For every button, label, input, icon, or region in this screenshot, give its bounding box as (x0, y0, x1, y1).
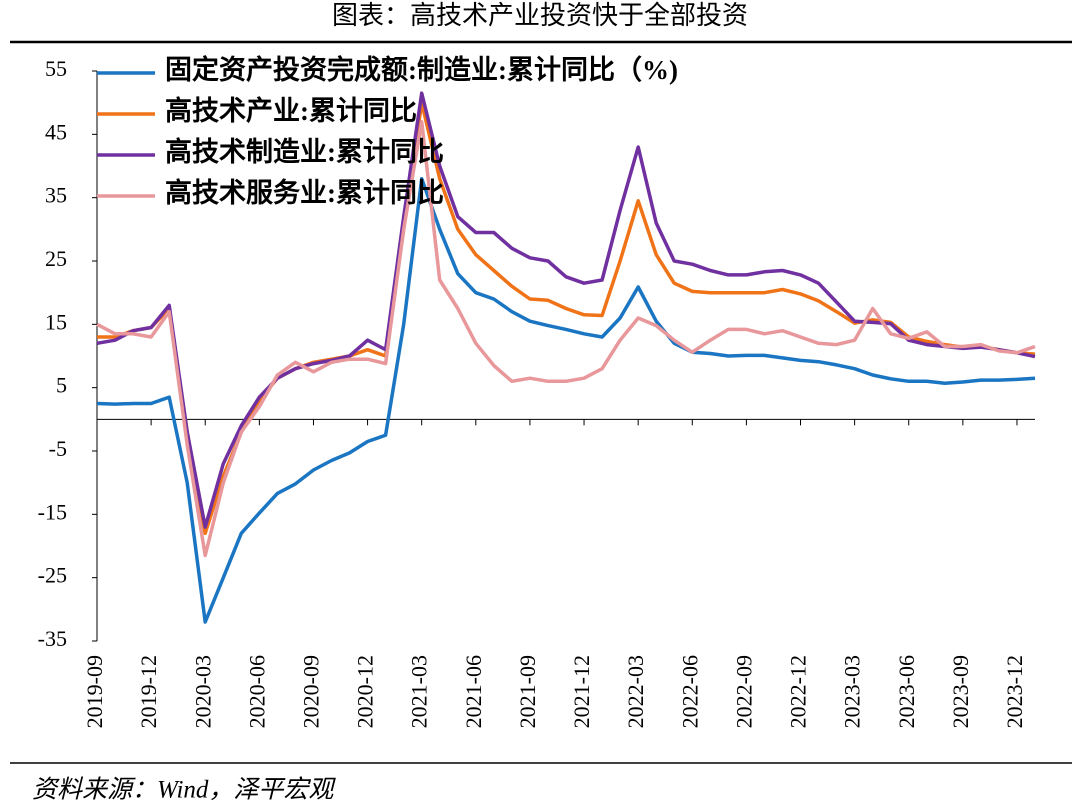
legend-label: 高技术制造业:累计同比 (165, 136, 444, 167)
x-tick-label: 2023-12 (1002, 655, 1027, 728)
x-tick-label: 2021-06 (461, 655, 486, 728)
x-tick-label: 2022-12 (786, 655, 811, 728)
y-tick-label: 25 (45, 246, 67, 271)
y-tick-label: -35 (38, 626, 67, 651)
x-tick-label: 2023-09 (948, 655, 973, 728)
x-tick-label: 2021-03 (407, 655, 432, 728)
y-tick-label: 5 (56, 373, 67, 398)
legend-label: 固定资产投资完成额:制造业:累计同比（%) (165, 54, 678, 85)
source: 资料来源：Wind，泽平宏观 (32, 776, 336, 804)
x-tick-label: 2020-12 (353, 655, 378, 728)
x-tick-label: 2023-06 (894, 655, 919, 728)
series-line (96, 91, 1036, 529)
y-tick-label: -15 (38, 499, 67, 524)
y-tick-label: 35 (45, 183, 67, 208)
legend-label: 高技术服务业:累计同比 (165, 177, 444, 208)
x-tick-label: 2021-09 (515, 655, 540, 728)
y-tick-label: -5 (49, 436, 67, 461)
x-tick-label: 2021-12 (569, 655, 594, 728)
legend-label: 高技术产业:累计同比 (165, 95, 417, 126)
chart-title: 图表：高技术产业投资快于全部投资 (332, 1, 748, 30)
x-tick-label: 2023-03 (840, 655, 865, 728)
x-tick-label: 2019-12 (136, 655, 161, 728)
series-line (96, 119, 1036, 558)
x-tick-label: 2022-06 (677, 655, 702, 728)
x-tick-label: 2020-09 (299, 655, 324, 728)
y-tick-label: 45 (45, 119, 67, 144)
x-tick-label: 2020-06 (244, 655, 269, 728)
series-line (96, 176, 1036, 624)
y-tick-label: 15 (45, 309, 67, 334)
x-tick-label: 2022-09 (731, 655, 756, 728)
x-tick-label: 2020-03 (190, 655, 215, 728)
x-tick-label: 2019-09 (82, 655, 107, 728)
x-tick-label: 2022-03 (623, 655, 648, 728)
y-tick-label: -25 (38, 563, 67, 588)
series-line (97, 100, 1036, 536)
y-tick-label: 55 (45, 56, 67, 81)
